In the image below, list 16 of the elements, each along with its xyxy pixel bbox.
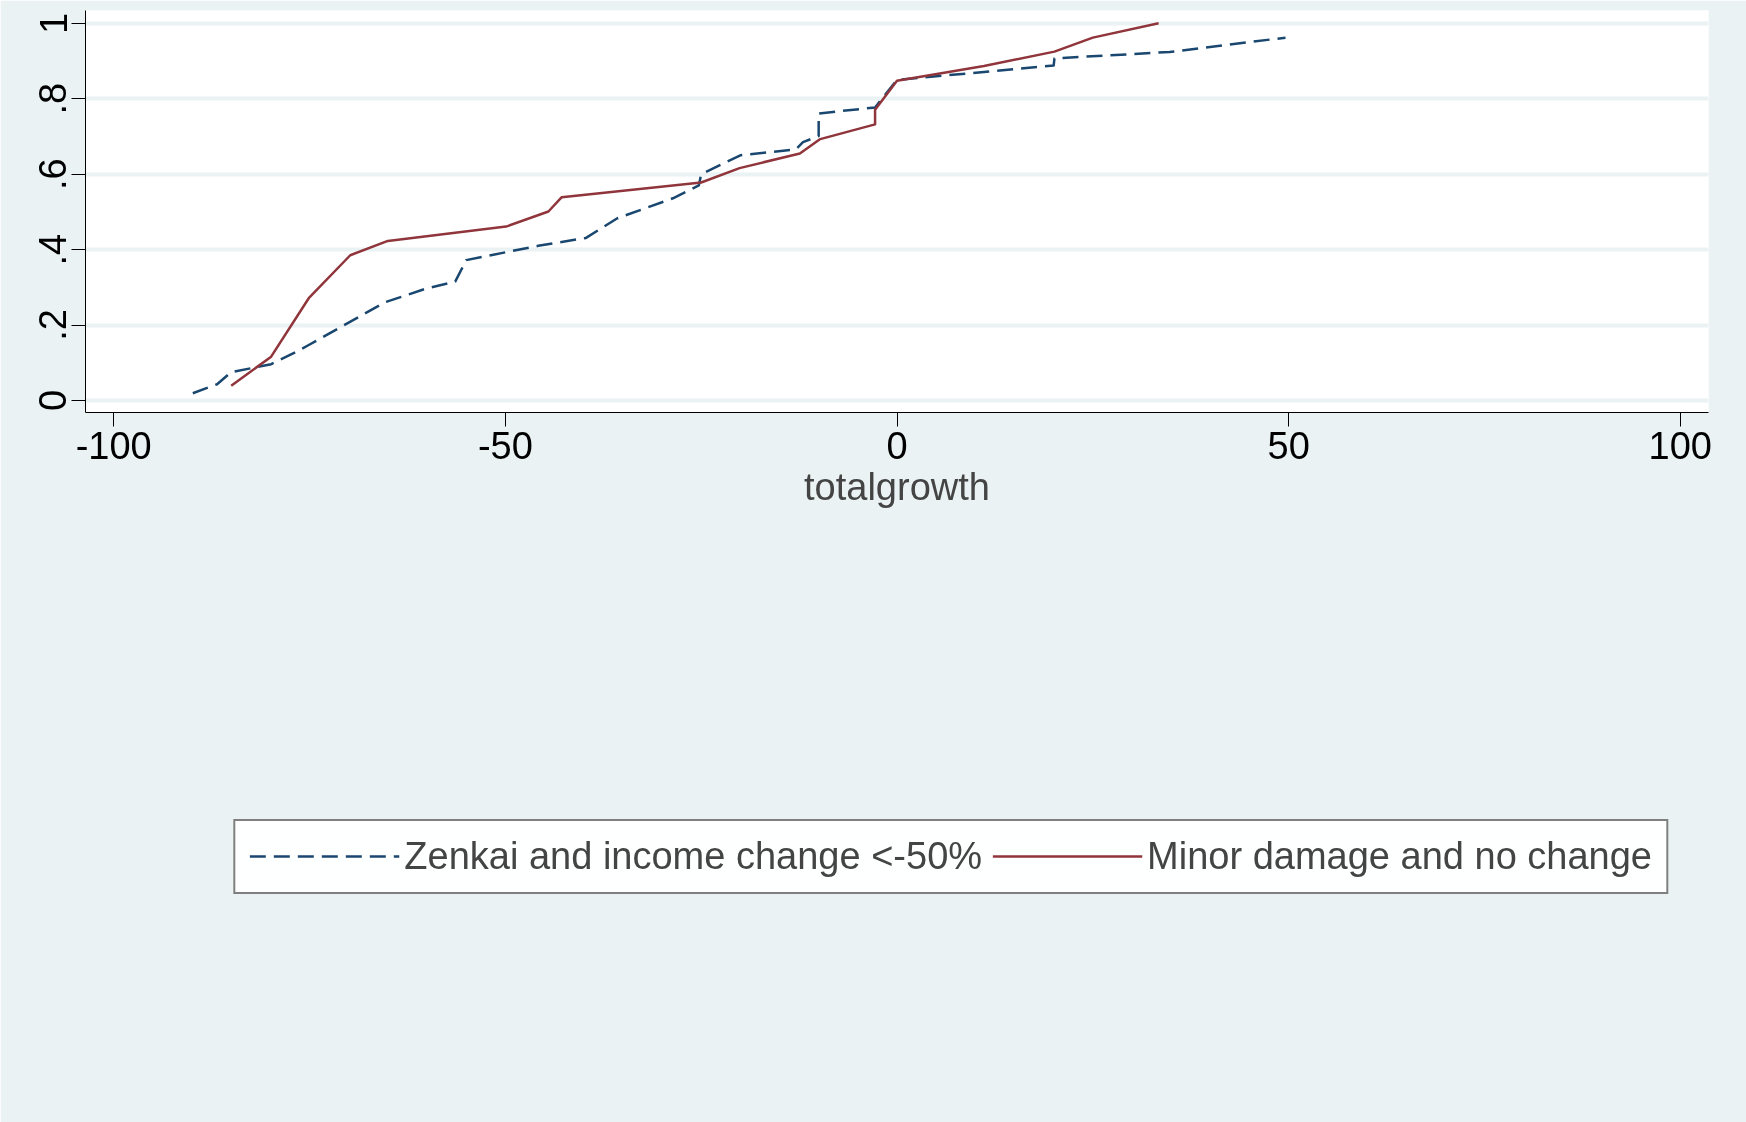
y-tick-label: 1 <box>32 12 75 34</box>
y-tick-label: 0 <box>32 389 75 411</box>
legend-label: Zenkai and income change <-50% <box>404 834 983 878</box>
legend-label: Minor damage and no change <box>1147 834 1652 878</box>
x-tick-label: -50 <box>477 424 533 467</box>
y-tick-label: .4 <box>32 233 75 266</box>
x-tick-label: -100 <box>75 424 152 467</box>
x-axis-title: totalgrowth <box>804 465 990 508</box>
x-tick-label: 100 <box>1648 424 1713 467</box>
line-series <box>191 36 1287 395</box>
line-series <box>229 22 1160 387</box>
y-tick-label: .6 <box>32 158 75 191</box>
y-tick-label: .2 <box>32 309 75 341</box>
x-tick-label: 50 <box>1267 424 1310 467</box>
x-tick-label: 0 <box>886 424 908 467</box>
y-tick-label: .8 <box>32 82 75 115</box>
